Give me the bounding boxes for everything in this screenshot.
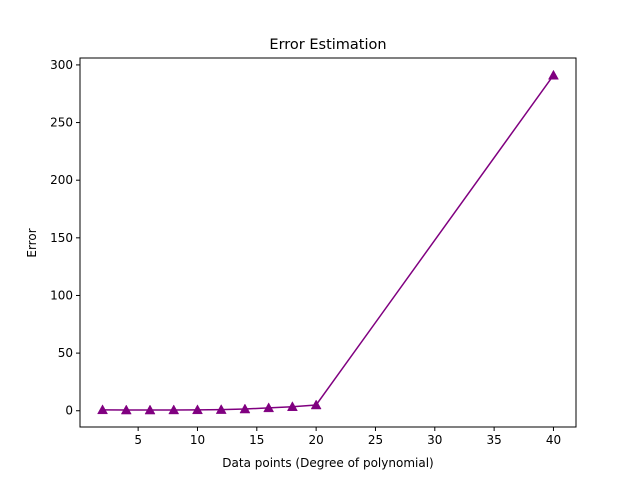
data-point-marker	[310, 399, 322, 410]
y-axis-label: Error	[25, 228, 39, 257]
y-tick-label: 200	[50, 173, 73, 187]
data-point-marker	[548, 69, 559, 80]
x-axis-label: Data points (Degree of polynomial)	[222, 456, 433, 470]
data-point-marker	[144, 404, 156, 415]
data-point-marker	[286, 401, 298, 411]
y-tick-label: 150	[50, 231, 73, 245]
chart-title: Error Estimation	[269, 37, 386, 53]
y-tick-label: 100	[50, 288, 73, 302]
x-tick-label: 10	[190, 433, 205, 447]
data-point-marker	[168, 404, 180, 415]
x-tick-label: 35	[486, 433, 501, 447]
data-point-marker	[97, 404, 108, 415]
x-tick-label: 20	[308, 433, 323, 447]
data-point-marker	[239, 403, 251, 414]
y-tick-label: 300	[50, 58, 73, 72]
x-tick-label: 40	[546, 433, 561, 447]
x-tick-label: 15	[249, 433, 264, 447]
x-tick-label: 30	[427, 433, 442, 447]
x-tick-label: 25	[368, 433, 383, 447]
y-tick-label: 0	[65, 404, 73, 418]
series-line	[102, 74, 555, 411]
x-tick-label: 5	[134, 433, 142, 447]
y-tick-label: 50	[58, 346, 73, 360]
series-layer	[97, 69, 559, 415]
data-point-marker	[215, 404, 227, 414]
axis-ticks: 5 10 15 20 25 30 35 40 0 50 100 150 200 250 300	[50, 58, 561, 447]
data-point-marker	[192, 404, 203, 415]
y-tick-label: 250	[50, 116, 73, 130]
data-point-marker	[263, 402, 275, 413]
data-point-marker	[120, 404, 132, 415]
plot-area	[79, 57, 577, 428]
